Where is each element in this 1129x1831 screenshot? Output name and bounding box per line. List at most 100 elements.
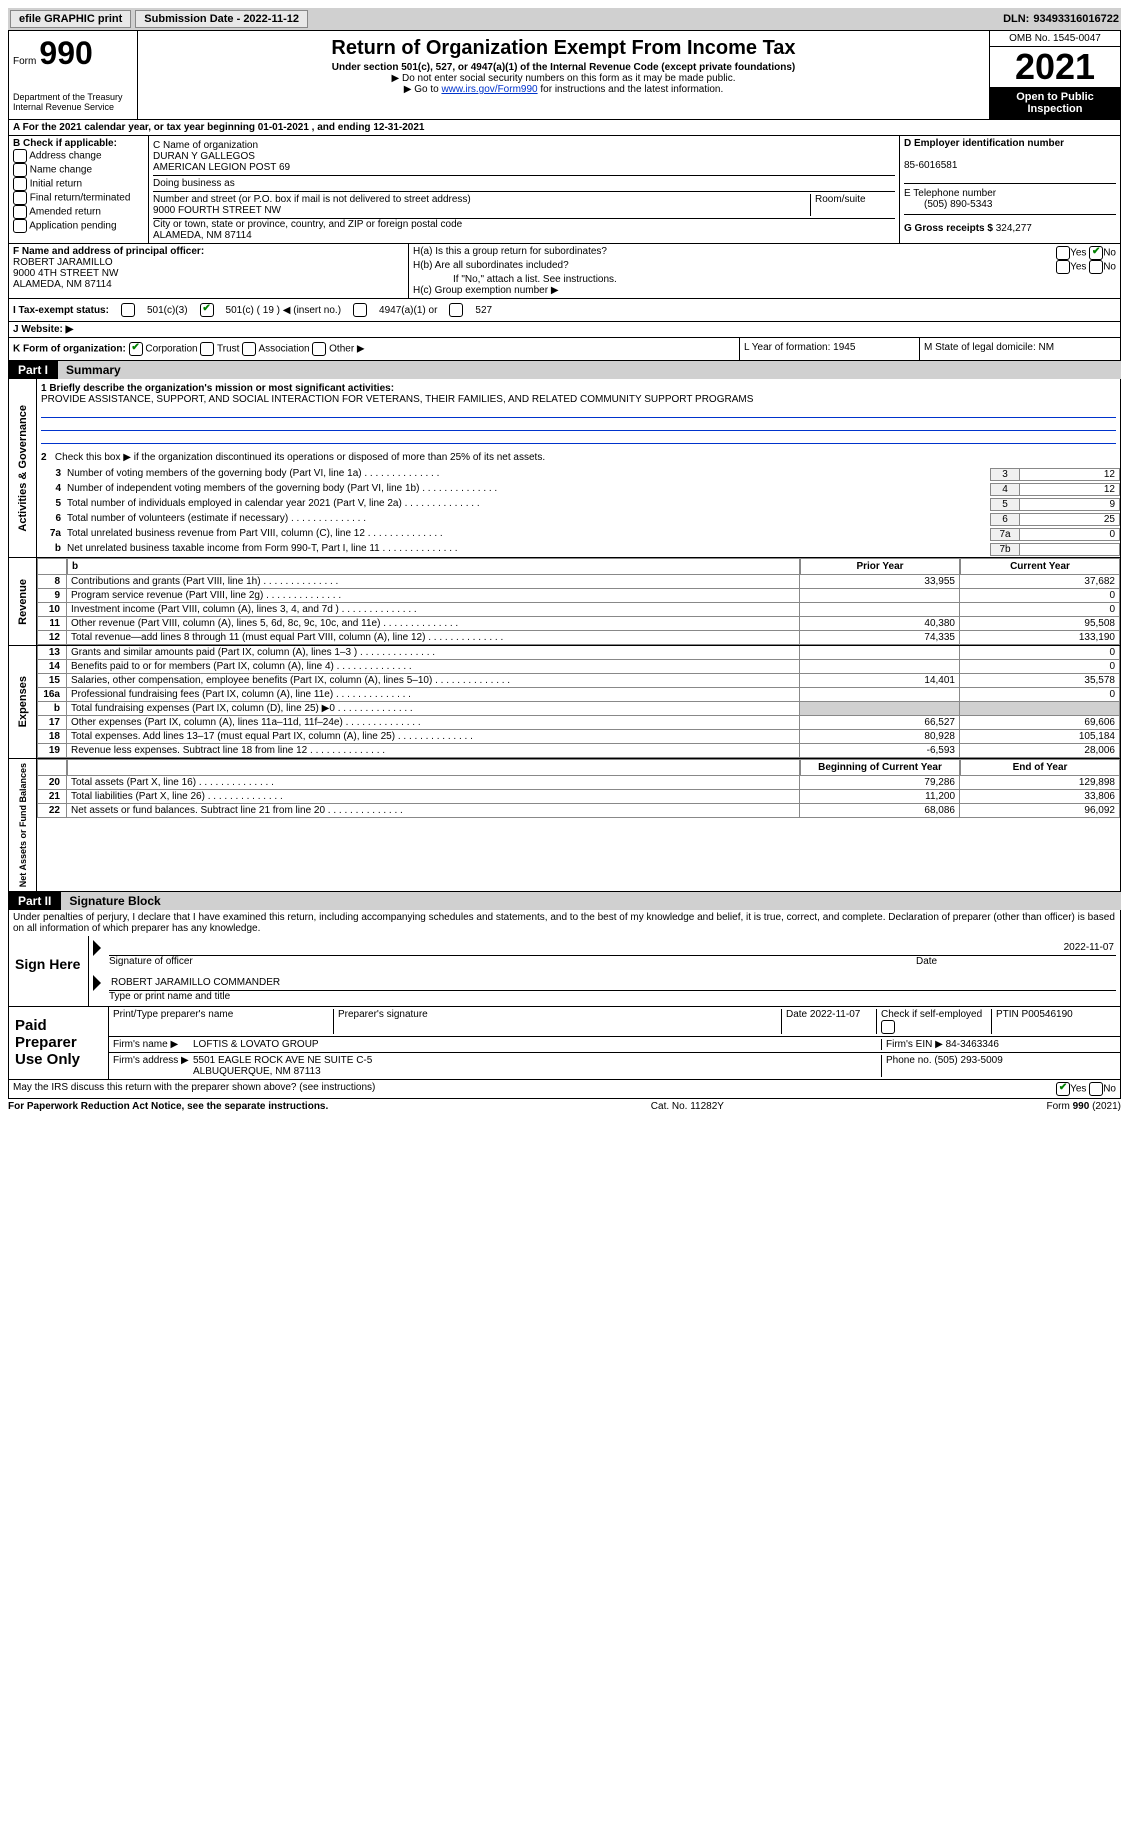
data-row: 12Total revenue—add lines 8 through 11 (… <box>37 631 1120 645</box>
cb-amended[interactable] <box>13 205 27 219</box>
data-row: 16aProfessional fundraising fees (Part I… <box>37 688 1120 702</box>
dba-label: Doing business as <box>153 178 235 189</box>
hdr-prior-year: Prior Year <box>800 558 960 575</box>
cb-assoc[interactable] <box>242 342 256 356</box>
cb-self-employed[interactable] <box>881 1020 895 1034</box>
cb-pending[interactable] <box>13 219 27 233</box>
preparer-block: Paid Preparer Use Only Print/Type prepar… <box>8 1007 1121 1080</box>
revenue-section: Revenue b Prior Year Current Year 8Contr… <box>8 558 1121 646</box>
data-row: 10Investment income (Part VIII, column (… <box>37 603 1120 617</box>
cb-527[interactable] <box>449 303 463 317</box>
note-ssn: ▶ Do not enter social security numbers o… <box>142 73 985 84</box>
room-label: Room/suite <box>815 194 866 205</box>
data-row: 20Total assets (Part X, line 16)79,28612… <box>37 776 1120 790</box>
prep-date: Date 2022-11-07 <box>782 1009 877 1034</box>
c-name-label: C Name of organization <box>153 140 258 151</box>
cb-name-change[interactable] <box>13 163 27 177</box>
submission-date-button[interactable]: Submission Date - 2022-11-12 <box>135 10 308 28</box>
form-label: Form <box>13 56 36 67</box>
m-state-domicile: M State of legal domicile: NM <box>920 338 1120 360</box>
arrow-icon <box>93 940 101 956</box>
note-goto-post: for instructions and the latest informat… <box>540 84 723 95</box>
cb-trust[interactable] <box>200 342 214 356</box>
form-subtitle: Under section 501(c), 527, or 4947(a)(1)… <box>142 62 985 73</box>
officer-h-row: F Name and address of principal officer:… <box>8 244 1121 299</box>
hc-label: H(c) Group exemption number ▶ <box>413 285 1116 296</box>
part2-name: Signature Block <box>61 892 1121 910</box>
summary-line: 6Total number of volunteers (estimate if… <box>37 512 1120 527</box>
firm-ein-label: Firm's EIN ▶ <box>886 1039 943 1050</box>
cb-ha-no[interactable] <box>1089 246 1103 260</box>
hb-label: H(b) Are all subordinates included? <box>413 260 569 274</box>
cb-501c[interactable] <box>200 303 214 317</box>
prep-self-emp: Check if self-employed <box>877 1009 992 1034</box>
hdr-current-year: Current Year <box>960 558 1120 575</box>
dln-label: DLN: <box>1003 13 1029 25</box>
cb-4947[interactable] <box>353 303 367 317</box>
q1-label: 1 Briefly describe the organization's mi… <box>41 383 394 394</box>
opt-pending: Application pending <box>29 221 116 232</box>
korg-row: K Form of organization: Corporation Trus… <box>8 338 1121 361</box>
form-footer: Form 990 (2021) <box>1047 1101 1121 1112</box>
side-netassets: Net Assets or Fund Balances <box>16 759 30 891</box>
sign-here-label: Sign Here <box>9 936 89 1006</box>
data-row: 21Total liabilities (Part X, line 26)11,… <box>37 790 1120 804</box>
cb-hb-yes[interactable] <box>1056 260 1070 274</box>
firm-ein: 84-3463346 <box>946 1039 999 1050</box>
efile-print-button[interactable]: efile GRAPHIC print <box>10 10 131 28</box>
form-title: Return of Organization Exempt From Incom… <box>142 37 985 60</box>
cb-ha-yes[interactable] <box>1056 246 1070 260</box>
summary-line: bNet unrelated business taxable income f… <box>37 542 1120 557</box>
officer-name: ROBERT JARAMILLO <box>13 257 113 268</box>
activities-section: Activities & Governance 1 Briefly descri… <box>8 379 1121 558</box>
note-goto-pre: ▶ Go to <box>404 84 442 95</box>
cb-hb-no[interactable] <box>1089 260 1103 274</box>
opt-4947: 4947(a)(1) or <box>379 305 437 316</box>
dln-value: 93493316016722 <box>1033 13 1119 25</box>
street-value: 9000 FOURTH STREET NW <box>153 205 281 216</box>
prep-ptin: PTIN P00546190 <box>992 1009 1116 1034</box>
opt-501c: 501(c) ( 19 ) ◀ (insert no.) <box>226 305 342 316</box>
part1-num: Part I <box>8 361 58 379</box>
city-value: ALAMEDA, NM 87114 <box>153 230 252 241</box>
data-row: 22Net assets or fund balances. Subtract … <box>37 804 1120 818</box>
hdr-beginning: Beginning of Current Year <box>800 759 960 776</box>
irs-link[interactable]: www.irs.gov/Form990 <box>441 84 537 95</box>
cb-corp[interactable] <box>129 342 143 356</box>
prep-name-label: Print/Type preparer's name <box>113 1009 334 1034</box>
cb-initial[interactable] <box>13 177 27 191</box>
open-inspection-badge: Open to Public Inspection <box>990 87 1120 119</box>
expenses-section: Expenses 13Grants and similar amounts pa… <box>8 646 1121 759</box>
dept-label: Department of the Treasury Internal Reve… <box>13 92 133 112</box>
firm-phone: (505) 293-5009 <box>934 1055 1002 1066</box>
opt-name: Name change <box>30 165 92 176</box>
k-label: K Form of organization: <box>13 344 126 355</box>
firm-city: ALBUQUERQUE, NM 87113 <box>193 1066 321 1077</box>
side-expenses: Expenses <box>15 672 31 731</box>
h-note: If "No," attach a list. See instructions… <box>413 274 1116 285</box>
part1-name: Summary <box>58 361 1121 379</box>
summary-line: 4Number of independent voting members of… <box>37 482 1120 497</box>
cb-501c3[interactable] <box>121 303 135 317</box>
discuss-question: May the IRS discuss this return with the… <box>13 1082 375 1096</box>
cb-discuss-no[interactable] <box>1089 1082 1103 1096</box>
tax-status-row: I Tax-exempt status: 501(c)(3) 501(c) ( … <box>8 299 1121 322</box>
cat-number: Cat. No. 11282Y <box>651 1101 724 1112</box>
cb-final[interactable] <box>13 191 27 205</box>
cb-address-change[interactable] <box>13 149 27 163</box>
opt-501c3: 501(c)(3) <box>147 305 188 316</box>
data-row: bTotal fundraising expenses (Part IX, co… <box>37 702 1120 716</box>
q2-text: Check this box ▶ if the organization dis… <box>55 452 545 463</box>
form-header: Form 990 Department of the Treasury Inte… <box>8 30 1121 120</box>
org-name-2: AMERICAN LEGION POST 69 <box>153 162 290 173</box>
section-b-label: B Check if applicable: <box>13 138 117 149</box>
top-bar: efile GRAPHIC print Submission Date - 20… <box>8 8 1121 30</box>
summary-line: 3Number of voting members of the governi… <box>37 467 1120 482</box>
opt-final: Final return/terminated <box>30 193 131 204</box>
firm-name: LOFTIS & LOVATO GROUP <box>193 1039 882 1050</box>
firm-name-label: Firm's name ▶ <box>113 1039 193 1050</box>
cb-other[interactable] <box>312 342 326 356</box>
gross-value: 324,277 <box>996 223 1032 234</box>
cb-discuss-yes[interactable] <box>1056 1082 1070 1096</box>
discuss-row: May the IRS discuss this return with the… <box>8 1080 1121 1099</box>
